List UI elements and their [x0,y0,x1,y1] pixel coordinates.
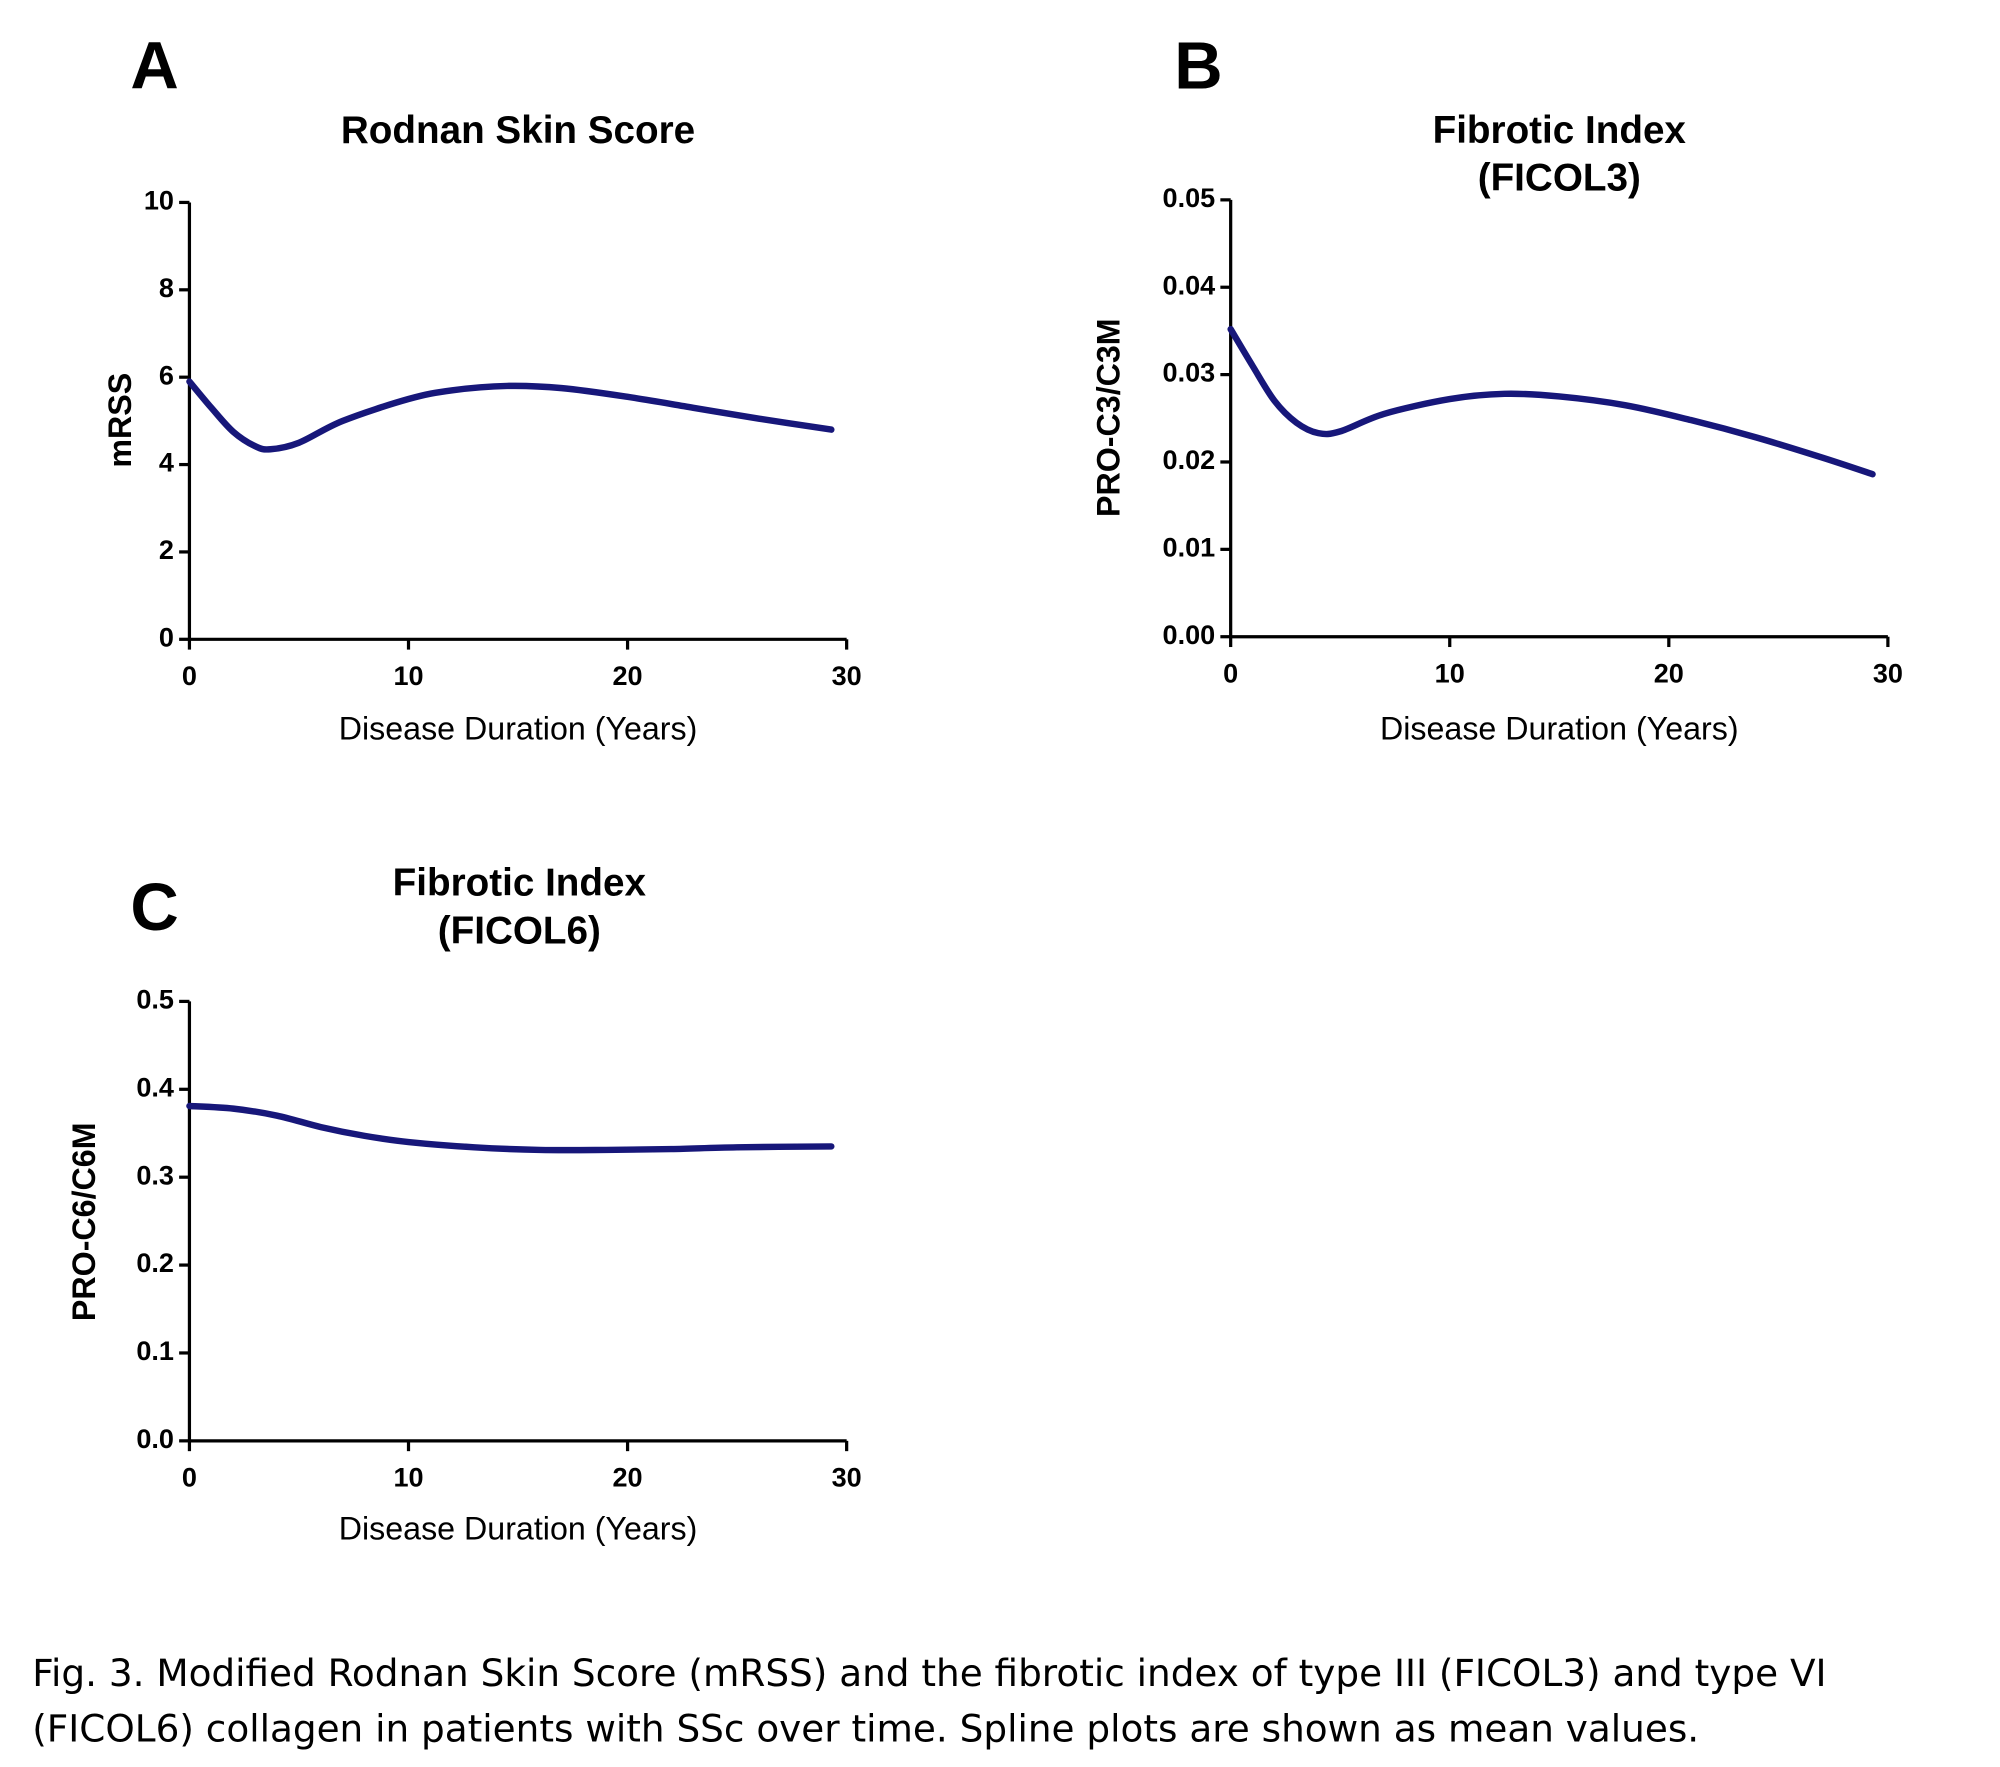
x-tick-label: 20 [613,1463,643,1493]
chart-title: (FICOL3) [1478,157,1641,200]
panel-letter: A [130,29,178,104]
x-tick-label: 30 [1873,659,1903,689]
y-tick-label: 0.0 [136,1424,174,1454]
y-axis-label: PRO-C6/C6M [66,1122,102,1321]
x-tick-label: 30 [832,661,862,691]
x-axis-label: Disease Duration (Years) [339,1511,698,1547]
y-axis-label: mRSS [102,373,138,468]
x-tick-label: 0 [182,661,197,691]
x-axis-label: Disease Duration (Years) [1380,710,1739,746]
data-line [1227,325,1876,478]
chart-title: Fibrotic Index [1433,109,1687,152]
caption: (FICOL6) collagen in patients with SSc o… [32,1706,1699,1750]
y-tick-label: 0.03 [1163,358,1216,388]
y-tick-label: 4 [159,448,174,478]
y-tick-label: 0.1 [136,1336,174,1366]
x-tick-label: 10 [1435,659,1465,689]
y-tick-label: 0.00 [1163,620,1216,650]
chart-title: Rodnan Skin Score [341,109,695,152]
y-tick-label: 0.01 [1163,532,1216,562]
chart-title: Fibrotic Index [393,862,647,905]
caption: Fig. 3. Modified Rodnan Skin Score (mRSS… [32,1651,1826,1695]
data-line [186,1102,835,1154]
x-tick-label: 20 [613,661,643,691]
panel-letter: B [1174,29,1222,104]
y-tick-label: 0.4 [136,1072,174,1102]
y-tick-label: 0.05 [1163,183,1216,213]
x-tick-label: 20 [1654,659,1684,689]
x-tick-label: 10 [393,661,423,691]
data-line [186,378,835,453]
x-tick-label: 0 [182,1463,197,1493]
x-tick-label: 0 [1223,659,1238,689]
chart-title: (FICOL6) [438,909,601,952]
y-tick-label: 2 [159,535,174,565]
panel-letter: C [130,870,178,945]
y-tick-label: 0.3 [136,1160,174,1190]
y-axis-label: PRO-C3/C3M [1090,318,1126,517]
x-tick-label: 10 [393,1463,423,1493]
y-tick-label: 0.04 [1163,270,1216,300]
y-tick-label: 8 [159,273,174,303]
y-tick-label: 0.5 [136,985,174,1015]
y-tick-label: 0.02 [1163,445,1216,475]
y-tick-label: 10 [144,186,174,216]
y-tick-label: 0 [159,622,174,652]
y-tick-label: 6 [159,360,174,390]
x-axis-label: Disease Duration (Years) [339,710,698,746]
y-tick-label: 0.2 [136,1248,174,1278]
x-tick-label: 30 [832,1463,862,1493]
